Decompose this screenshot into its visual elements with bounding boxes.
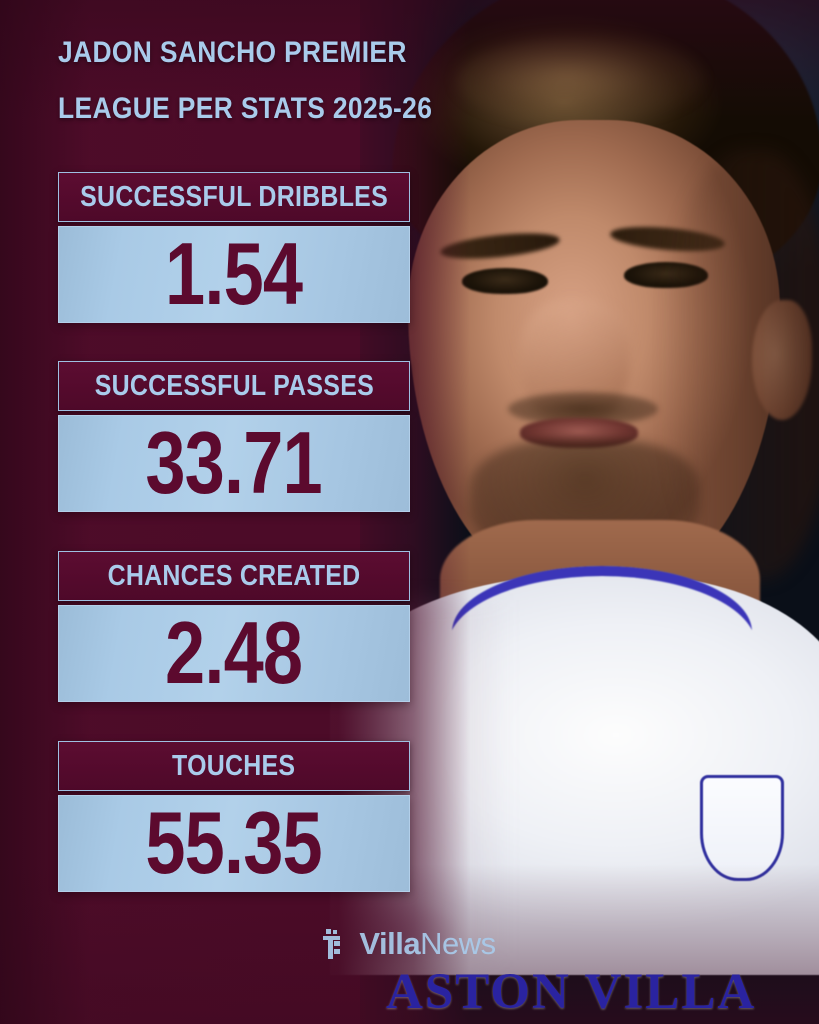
page-title-line-1: JADON SANCHO PREMIER (58, 36, 407, 69)
stat-value: 33.71 (145, 415, 323, 512)
stat-label: SUCCESSFUL PASSES (94, 369, 374, 402)
vignette-top (0, 0, 819, 120)
stat-body: 33.71 (58, 415, 410, 512)
jersey-wordmark: ASTON VILLA (386, 964, 757, 1020)
stat-label: CHANCES CREATED (107, 559, 361, 592)
villa-news-mark-icon (323, 928, 350, 959)
brand-name: VillaNews (359, 926, 496, 961)
photo-eye-left (462, 268, 548, 294)
stat-label: SUCCESSFUL DRIBBLES (80, 180, 388, 213)
stat-value: 2.48 (165, 605, 303, 702)
stat-card-successful-dribbles: SUCCESSFUL DRIBBLES 1.54 (58, 172, 410, 323)
stat-body: 55.35 (58, 795, 410, 892)
stat-label: TOUCHES (172, 749, 296, 782)
stat-header: SUCCESSFUL DRIBBLES (58, 172, 410, 222)
stat-card-chances-created: CHANCES CREATED 2.48 (58, 551, 410, 702)
stat-header: SUCCESSFUL PASSES (58, 361, 410, 411)
brand-name-villa: Villa (359, 926, 421, 961)
stat-value: 1.54 (165, 226, 303, 323)
stat-card-touches: TOUCHES 55.35 (58, 741, 410, 892)
brand-logo: VillaNews (0, 928, 819, 959)
stat-body: 1.54 (58, 226, 410, 323)
page-title-line-2: LEAGUE PER STATS 2025-26 (58, 92, 433, 125)
page-title: JADON SANCHO PREMIER LEAGUE PER STATS 20… (58, 36, 433, 125)
stat-header: CHANCES CREATED (58, 551, 410, 601)
club-crest-patch (700, 775, 784, 881)
photo-jersey-collar (452, 566, 752, 676)
stat-value: 55.35 (145, 795, 323, 892)
brand-name-news: News (420, 926, 496, 961)
photo-face-shading (660, 150, 819, 580)
stat-body: 2.48 (58, 605, 410, 702)
stat-header: TOUCHES (58, 741, 410, 791)
stat-card-successful-passes: SUCCESSFUL PASSES 33.71 (58, 361, 410, 512)
